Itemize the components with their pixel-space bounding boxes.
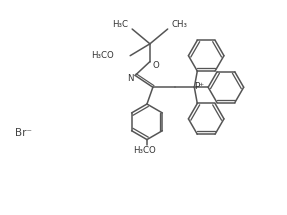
Text: O: O bbox=[152, 61, 159, 70]
Text: H₃CO: H₃CO bbox=[134, 146, 156, 155]
Text: Br⁻: Br⁻ bbox=[15, 128, 32, 138]
Text: H₃CO: H₃CO bbox=[91, 51, 113, 60]
Text: P⁺: P⁺ bbox=[194, 82, 204, 91]
Text: CH₃: CH₃ bbox=[172, 20, 187, 29]
Text: N: N bbox=[127, 74, 133, 83]
Text: H₃C: H₃C bbox=[112, 20, 128, 29]
